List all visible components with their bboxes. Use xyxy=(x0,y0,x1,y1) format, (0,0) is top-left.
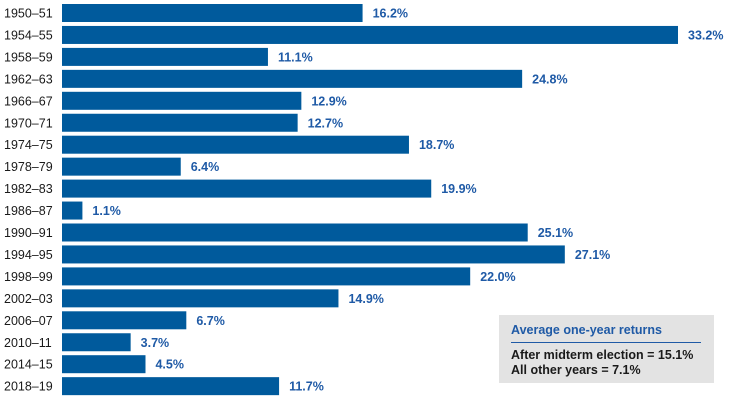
bar-1998-99 xyxy=(62,267,471,286)
value-label-1982-83: 19.9% xyxy=(441,182,476,196)
bar-1954-55 xyxy=(62,25,678,44)
value-label-2006-07: 6.7% xyxy=(196,314,225,328)
value-label-2010-11: 3.7% xyxy=(141,336,170,350)
value-label-2018-19: 11.7% xyxy=(289,380,324,394)
category-label-1966-67: 1966–67 xyxy=(4,94,53,108)
category-label-1954-55: 1954–55 xyxy=(4,28,53,42)
bar-2018-19 xyxy=(62,377,280,396)
bar-1982-83 xyxy=(62,179,432,198)
bar-1950-51 xyxy=(62,4,363,22)
bar-1966-67 xyxy=(62,91,302,110)
bar-2010-11 xyxy=(62,333,131,352)
bar-1986-87 xyxy=(62,201,83,220)
category-label-1998-99: 1998–99 xyxy=(4,270,53,284)
category-label-1970-71: 1970–71 xyxy=(4,116,53,130)
category-label-1950-51: 1950–51 xyxy=(4,7,53,21)
value-label-1998-99: 22.0% xyxy=(480,270,515,284)
category-label-2010-11: 2010–11 xyxy=(4,336,52,350)
value-label-2002-03: 14.9% xyxy=(348,292,383,306)
legend-line-other-years: All other years = 7.1% xyxy=(511,363,641,377)
bars xyxy=(62,4,678,396)
category-labels: 1950–51 1954–55 1958–59 1962–63 1966–67 1970–… xyxy=(4,7,53,394)
value-label-1974-75: 18.7% xyxy=(419,138,454,152)
bar-1970-71 xyxy=(62,113,298,132)
bar-1962-63 xyxy=(62,69,523,88)
value-label-2014-15: 4.5% xyxy=(155,358,184,372)
value-label-1970-71: 12.7% xyxy=(308,116,343,130)
bar-1994-95 xyxy=(62,245,565,264)
average-returns-legend: Average one-year returns After midterm e… xyxy=(499,315,714,383)
category-label-1990-91: 1990–91 xyxy=(4,226,53,240)
category-label-2014-15: 2014–15 xyxy=(4,358,53,372)
bar-1978-79 xyxy=(62,157,181,176)
value-label-1962-63: 24.8% xyxy=(532,72,567,86)
bar-1958-59 xyxy=(62,47,268,66)
value-label-1978-79: 6.4% xyxy=(191,160,220,174)
value-labels: 16.2% 33.2% 11.1% 24.8% 12.9% 12.7% 18.7% 6.4% 1… xyxy=(92,7,723,394)
legend-divider xyxy=(511,342,701,343)
bar-1990-91 xyxy=(62,223,528,242)
bar-2014-15 xyxy=(62,355,146,374)
category-label-2018-19: 2018–19 xyxy=(4,380,53,394)
legend-title: Average one-year returns xyxy=(511,323,662,337)
value-label-1994-95: 27.1% xyxy=(575,248,610,262)
category-label-1986-87: 1986–87 xyxy=(4,204,53,218)
legend-line-midterm: After midterm election = 15.1% xyxy=(511,348,694,362)
value-label-1986-87: 1.1% xyxy=(92,204,121,218)
category-label-1958-59: 1958–59 xyxy=(4,50,53,64)
value-label-1950-51: 16.2% xyxy=(373,7,408,21)
category-label-2006-07: 2006–07 xyxy=(4,314,53,328)
category-label-1962-63: 1962–63 xyxy=(4,72,53,86)
bar-2002-03 xyxy=(62,289,339,308)
category-label-1994-95: 1994–95 xyxy=(4,248,53,262)
category-label-2002-03: 2002–03 xyxy=(4,292,53,306)
value-label-1958-59: 11.1% xyxy=(278,50,313,64)
bar-1974-75 xyxy=(62,135,409,154)
category-label-1978-79: 1978–79 xyxy=(4,160,53,174)
value-label-1966-67: 12.9% xyxy=(311,94,346,108)
category-label-1982-83: 1982–83 xyxy=(4,182,53,196)
bar-2006-07 xyxy=(62,311,187,330)
value-label-1954-55: 33.2% xyxy=(688,28,723,42)
value-label-1990-91: 25.1% xyxy=(538,226,573,240)
category-label-1974-75: 1974–75 xyxy=(4,138,53,152)
